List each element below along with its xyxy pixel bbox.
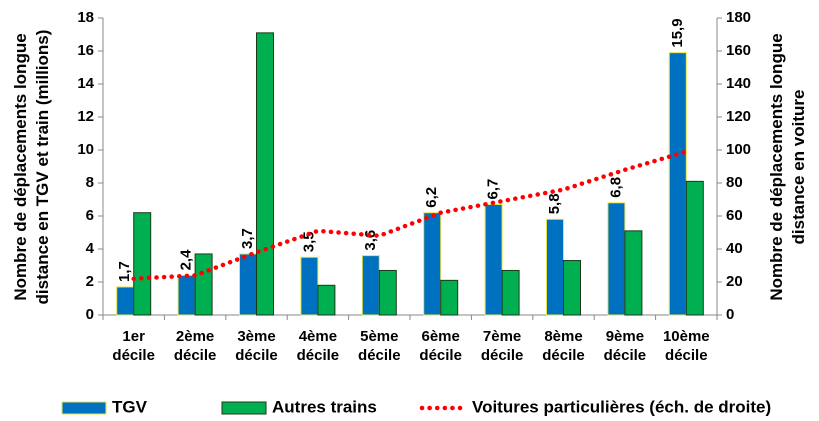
x-tick-label: 9ème décile [603,328,647,364]
data-label: 6,7 [485,179,502,200]
x-tick-label: 7ème décile [480,328,524,364]
x-tick-label: 6ème décile [419,328,462,364]
legend-swatch [221,401,267,415]
x-tick-label: 1er décile [112,328,155,364]
bar [484,203,503,316]
bar [501,269,520,316]
legend-label: Voitures particulières (éch. de droite) [472,397,771,416]
bar [317,284,336,316]
y2-tick-label: 0 [726,306,734,323]
y-tick-label: 18 [77,9,94,26]
bar [668,52,687,316]
y2-axis-title: Nombre de déplacements longue distance e… [767,33,808,301]
bar [300,256,319,316]
x-tick-label: 5ème décile [358,328,401,364]
x-tick-label: 2ème décile [173,328,217,364]
y2-tick-label: 20 [726,273,743,290]
y-tick-label: 0 [86,306,94,323]
legend-label: TGV [112,397,148,416]
x-tick-label: 3ème décile [235,328,278,364]
bar [563,260,581,316]
data-label: 3,7 [239,228,256,249]
legend-label: Autres trains [272,397,377,416]
data-label: 3,6 [362,230,379,251]
y-tick-label: 6 [86,207,94,224]
bar [607,202,626,316]
data-label: 5,8 [546,193,563,214]
data-label: 2,4 [178,249,195,271]
x-tick-label: 8ème décile [542,328,585,364]
y2-tick-label: 120 [726,108,751,125]
bar [624,230,643,316]
bar [361,255,380,316]
y-tick-label: 10 [77,141,94,158]
data-label: 6,8 [607,177,624,198]
bar [116,286,135,316]
y2-tick-label: 160 [726,42,751,59]
y2-tick-label: 80 [726,174,743,191]
data-label: 6,2 [423,187,440,208]
data-label: 3,5 [300,231,317,252]
legend-swatch [61,401,107,415]
y-tick-label: 14 [77,75,94,92]
y2-tick-label: 60 [726,207,743,224]
bar [194,253,213,316]
y-tick-label: 8 [86,174,94,191]
bar [378,269,397,316]
y2-tick-label: 140 [726,75,751,92]
y2-tick-label: 180 [726,9,751,26]
bar [546,218,564,316]
y-tick-label: 2 [86,273,94,290]
line-series [131,149,689,281]
y-axis-title: Nombre de déplacements longue distance e… [11,29,52,305]
bar [133,212,152,316]
bar [177,274,196,316]
y-tick-label: 12 [77,108,94,125]
data-label: 15,9 [669,18,686,47]
y-tick-label: 16 [77,42,94,59]
bar [256,32,274,316]
x-tick-label: 4ème décile [296,328,340,364]
y2-tick-label: 40 [726,240,743,257]
bar [239,253,257,316]
data-label: 1,7 [116,261,133,282]
y2-tick-label: 100 [726,141,751,158]
bar [685,180,704,316]
bar [440,279,459,316]
bar [423,212,442,316]
x-tick-label: 10ème décile [662,328,710,364]
y-tick-label: 4 [86,240,95,257]
